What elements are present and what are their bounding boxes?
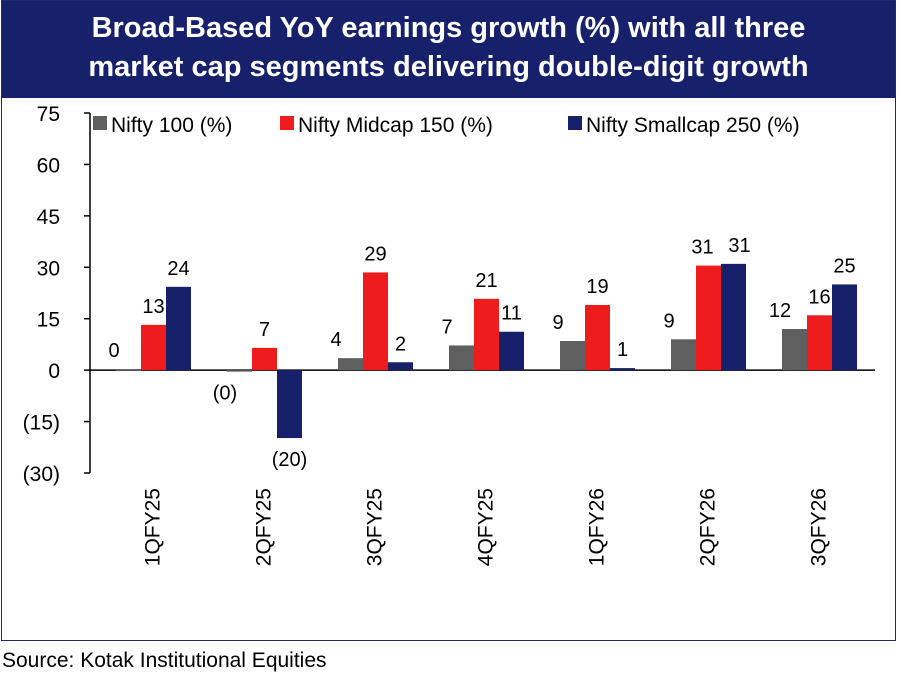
- y-tick-label: 15: [37, 309, 60, 332]
- bar-smallcap250: [832, 284, 857, 371]
- bar-midcap150: [252, 347, 277, 371]
- data-label: 11: [501, 303, 522, 325]
- legend-swatch: [93, 116, 107, 130]
- bar-nifty100: [671, 339, 696, 371]
- y-tick-label: 75: [37, 103, 60, 126]
- x-tick-label: 2QFY25: [253, 488, 276, 566]
- data-label: 9: [663, 310, 674, 332]
- bar-smallcap250: [166, 286, 191, 371]
- y-tick-label: 0: [48, 360, 60, 383]
- data-label: 24: [167, 258, 189, 280]
- bar-chart: 75604530150(15)(30)013241QFY25(0)7(20)2Q…: [23, 103, 875, 566]
- y-tick-label: 45: [37, 206, 60, 229]
- bar-midcap150: [696, 265, 721, 371]
- legend-swatch: [280, 116, 294, 130]
- data-label: 16: [808, 286, 830, 308]
- x-tick-label: 2QFY26: [697, 488, 720, 566]
- source-note: Source: Kotak Institutional Equities: [2, 649, 327, 672]
- y-tick-label: (15): [23, 412, 60, 435]
- data-label: 7: [441, 316, 452, 338]
- bar-nifty100: [560, 341, 585, 371]
- legend-swatch: [568, 116, 582, 130]
- bar-midcap150: [363, 272, 388, 371]
- bar-smallcap250: [277, 370, 302, 439]
- data-label: 13: [142, 296, 164, 318]
- bar-midcap150: [807, 315, 832, 371]
- y-tick-label: 30: [37, 257, 60, 280]
- bar-nifty100: [338, 358, 363, 371]
- data-label: 29: [364, 243, 386, 265]
- data-label: 31: [728, 235, 750, 257]
- x-tick-label: 1QFY26: [586, 488, 609, 566]
- bar-midcap150: [585, 305, 610, 371]
- chart-frame: Broad-Based YoY earnings growth (%) with…: [1, 0, 896, 641]
- bar-smallcap250: [721, 263, 746, 371]
- title-line-2: market cap segments delivering double-di…: [88, 51, 809, 83]
- data-label: 0: [108, 340, 119, 362]
- bar-midcap150: [474, 298, 499, 371]
- bar-nifty100: [449, 345, 474, 371]
- data-label: 21: [475, 270, 497, 292]
- data-label: 25: [833, 255, 855, 277]
- chart-title: Broad-Based YoY earnings growth (%) with…: [2, 1, 895, 98]
- bar-smallcap250: [610, 368, 635, 371]
- data-label: (20): [272, 449, 308, 471]
- bar-nifty100: [227, 370, 252, 372]
- bar-smallcap250: [388, 362, 413, 371]
- data-label: (0): [213, 383, 237, 405]
- x-tick-label: 1QFY25: [142, 488, 165, 566]
- x-tick-label: 4QFY25: [475, 488, 498, 566]
- bar-nifty100: [116, 369, 141, 371]
- y-tick-label: (30): [23, 463, 60, 486]
- data-label: 1: [617, 339, 628, 361]
- data-label: 2: [395, 333, 406, 355]
- bar-smallcap250: [499, 331, 524, 371]
- bar-midcap150: [141, 324, 166, 371]
- data-label: 31: [691, 237, 713, 259]
- y-tick-label: 60: [37, 154, 60, 177]
- title-line-1: Broad-Based YoY earnings growth (%) with…: [91, 12, 806, 44]
- data-label: 19: [586, 276, 608, 298]
- x-tick-label: 3QFY26: [808, 488, 831, 566]
- legend-label: Nifty Smallcap 250 (%): [586, 114, 800, 137]
- x-tick-label: 3QFY25: [364, 488, 387, 566]
- data-label: 7: [259, 319, 270, 341]
- legend-label: Nifty 100 (%): [111, 114, 232, 137]
- bar-nifty100: [782, 329, 807, 371]
- data-label: 4: [330, 329, 341, 351]
- data-label: 12: [769, 300, 791, 322]
- legend-label: Nifty Midcap 150 (%): [298, 114, 493, 137]
- data-label: 9: [552, 312, 563, 334]
